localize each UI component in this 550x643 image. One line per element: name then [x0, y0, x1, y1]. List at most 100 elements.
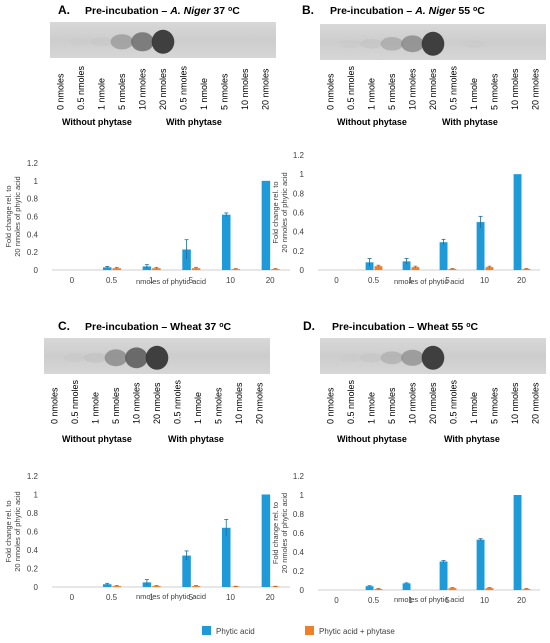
x-tick-label: 1 — [408, 276, 413, 285]
bar-phytic-acid — [221, 527, 231, 587]
gel-lane-label: 1 nmole — [90, 392, 100, 424]
legend-swatch-phytic-acid-phytase — [305, 626, 314, 635]
bar-chart: 0 0.2 0.4 0.6 0.8 1 1.2 Fold change rel. to20 n… — [271, 472, 540, 605]
y-tick-label: 1.2 — [27, 159, 39, 168]
x-tick-label: 0.5 — [368, 276, 380, 285]
gel-image — [44, 338, 270, 374]
x-tick-label: 0.5 — [368, 596, 380, 605]
gel-lane-label: 20 nmoles — [255, 382, 265, 424]
gel-image — [50, 22, 276, 58]
gel-lane-label: 5 nmoles — [490, 73, 500, 110]
gel-lane-label: 10 nmoles — [240, 68, 250, 110]
gel-lane-label: 20 nmoles — [428, 68, 438, 110]
gel-lane-label: 0.5 nmoles — [346, 379, 356, 424]
group-label-without-phytase: Without phytase — [337, 434, 407, 444]
y-tick-label: 0.4 — [27, 230, 39, 239]
y-tick-label: 1 — [34, 491, 39, 500]
y-tick-label: 0.8 — [27, 195, 39, 204]
y-tick-label: 0.2 — [293, 247, 305, 256]
gel-lane-label: 0 nmoles — [325, 73, 335, 110]
bar-chart: 0 0.2 0.4 0.6 0.8 1 1.2 Fold change rel. to20 n… — [4, 472, 290, 602]
x-tick-label: 20 — [266, 593, 275, 602]
bar-phytic-acid — [402, 583, 411, 590]
y-tick-label: 0 — [300, 586, 305, 595]
gel-lane-label: 0.5 nmoles — [449, 65, 459, 110]
y-tick-label: 1 — [300, 491, 305, 500]
bar-phytic-acid-phytase — [374, 266, 383, 270]
panel-d-title: Pre-incubation – Wheat 55 oC — [332, 321, 478, 333]
x-tick-label: 5 — [445, 276, 450, 285]
group-label-with-phytase: With phytase — [168, 434, 224, 444]
legend-label-phytic-acid-phytase: Phytic acid + phytase — [319, 627, 395, 636]
gel-lane-label: 0 nmoles — [49, 387, 59, 424]
x-tick-label: 10 — [480, 276, 489, 285]
x-tick-label: 0 — [334, 276, 339, 285]
gel-lane-label: 0.5 nmoles — [76, 65, 86, 110]
x-tick-label: 10 — [226, 276, 235, 285]
bar-phytic-acid — [102, 267, 112, 270]
gel-lane-label: 5 nmoles — [490, 387, 500, 424]
gel-lane-label: 0.5 nmoles — [179, 65, 189, 110]
gel-lane-label: 10 nmoles — [234, 382, 244, 424]
x-tick-label: 5 — [189, 593, 194, 602]
gel-lane-label: 20 nmoles — [531, 68, 541, 110]
gel-band — [360, 39, 383, 49]
x-axis-title: nmoles of phytic acid — [136, 277, 206, 286]
bar-phytic-acid — [221, 214, 231, 270]
gel-lane-label: 5 nmoles — [220, 73, 230, 110]
gel-band — [360, 353, 383, 363]
y-tick-label: 0.8 — [293, 510, 305, 519]
bar-phytic-acid — [182, 249, 191, 270]
bar-phytic-acid — [102, 584, 112, 587]
gel-lane-label: 20 nmoles — [158, 68, 168, 110]
y-axis-title: Fold change rel. to20 nmoles of phytic a… — [4, 176, 22, 256]
gel-band — [63, 353, 87, 363]
gel-band — [90, 37, 113, 47]
bar-phytic-acid — [513, 174, 522, 270]
gel-band — [125, 347, 148, 369]
gel-lane-label: 1 nmole — [366, 392, 376, 424]
gel-lane-label: 1 nmole — [199, 78, 209, 110]
y-tick-label: 0.2 — [293, 567, 305, 576]
gel-image — [320, 338, 546, 374]
y-axis-title: Fold change rel. to20 nmoles of phytic a… — [271, 493, 289, 573]
x-tick-label: 0.5 — [106, 276, 118, 285]
bar-phytic-acid — [476, 539, 485, 590]
gel-lane-label: 0 nmoles — [325, 387, 335, 424]
x-axis-title: nmoles of phytic acid — [136, 592, 206, 601]
gel-lane-label: 5 nmoles — [111, 387, 121, 424]
x-tick-label: 20 — [266, 276, 275, 285]
gel-band — [421, 345, 445, 370]
x-tick-label: 1 — [408, 596, 413, 605]
panel-c-letter: C. — [58, 319, 70, 333]
group-label-without-phytase: Without phytase — [62, 117, 132, 127]
x-tick-label: 5 — [189, 276, 194, 285]
gel-band — [145, 345, 169, 370]
group-label-with-phytase: With phytase — [444, 434, 500, 444]
x-tick-label: 1 — [149, 276, 154, 285]
y-tick-label: 0 — [300, 266, 305, 275]
x-tick-label: 5 — [445, 596, 450, 605]
gel-band — [84, 352, 107, 363]
gel-lane-labels: 0 nmoles 0.5 nmoles 1 nmole 5 nmoles 10 nmol… — [55, 65, 270, 110]
gel-lane-label: 5 nmoles — [387, 387, 397, 424]
legend-swatch-phytic-acid — [202, 626, 211, 635]
gel-lane-label: 10 nmoles — [131, 382, 141, 424]
legend: Phytic acid Phytic acid + phytase — [202, 626, 395, 636]
gel-lane-label: 10 nmoles — [137, 68, 147, 110]
gel-lane-label: 1 nmole — [96, 78, 106, 110]
y-tick-label: 0.6 — [293, 529, 305, 538]
gel-lane-label: 10 nmoles — [407, 68, 417, 110]
y-tick-label: 1.2 — [293, 151, 305, 160]
gel-band — [104, 349, 128, 367]
y-tick-label: 0.4 — [27, 546, 39, 555]
gel-lane-label: 20 nmoles — [428, 382, 438, 424]
x-tick-label: 20 — [517, 596, 526, 605]
y-tick-label: 0.6 — [293, 209, 305, 218]
gel-band — [339, 39, 363, 49]
group-label-with-phytase: With phytase — [442, 117, 498, 127]
panel-b: B. Pre-incubation – A. Niger 55 oC 0 nmo… — [271, 3, 546, 286]
gel-lane-label: 20 nmoles — [261, 68, 271, 110]
gel-lane-label: 0.5 nmoles — [346, 65, 356, 110]
gel-band — [421, 31, 445, 56]
